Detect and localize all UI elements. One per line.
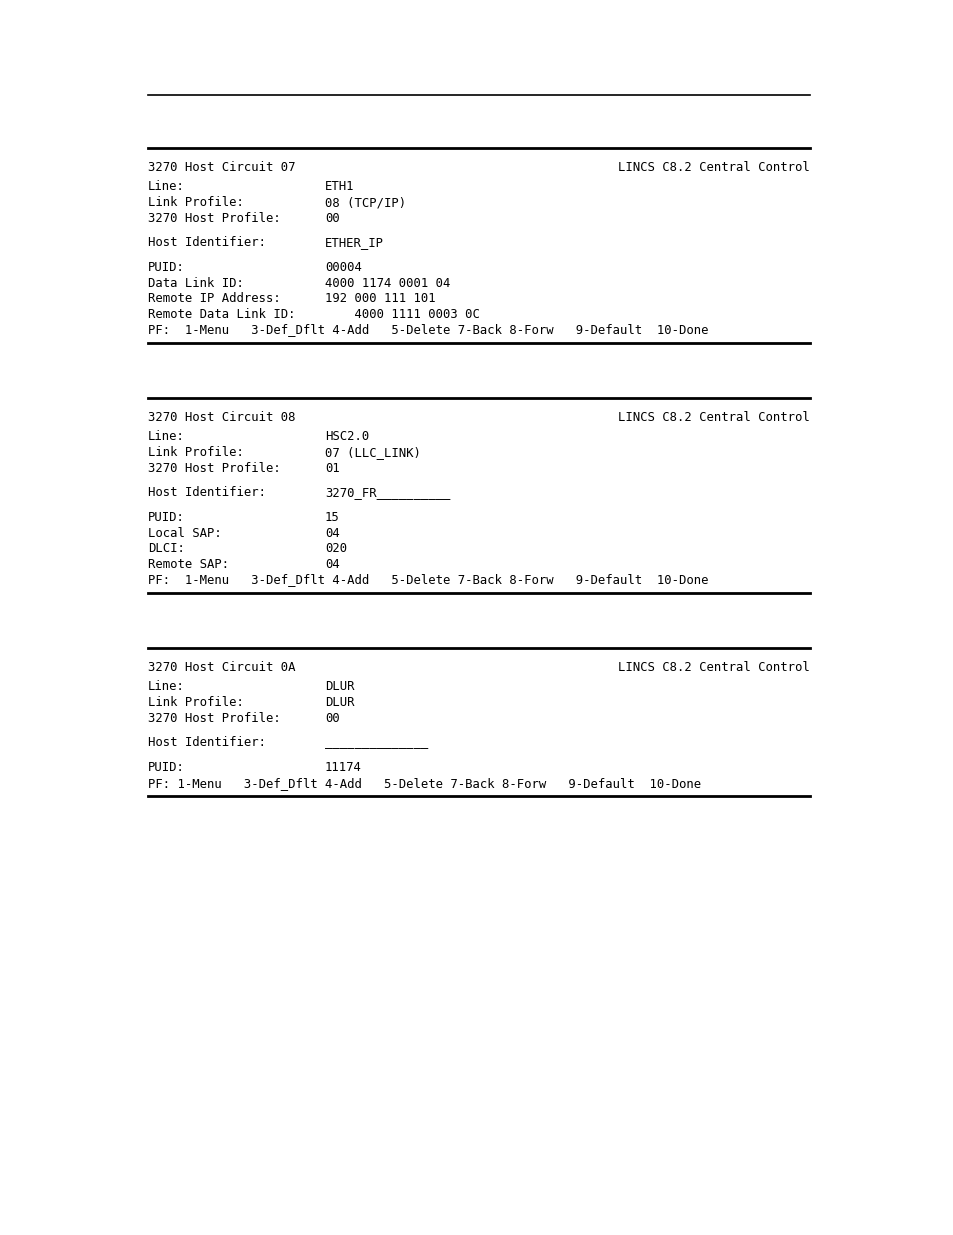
Text: 07 (LLC_LINK): 07 (LLC_LINK) [325,446,420,459]
Text: 3270 Host Profile:: 3270 Host Profile: [148,711,280,725]
Text: Remote IP Address:: Remote IP Address: [148,293,280,305]
Text: PUID:: PUID: [148,761,185,774]
Text: 3270 Host Profile:: 3270 Host Profile: [148,211,280,225]
Text: ETHER_IP: ETHER_IP [325,236,384,249]
Text: ______________: ______________ [325,736,428,750]
Text: LINCS C8.2 Central Control: LINCS C8.2 Central Control [618,161,809,174]
Text: 192 000 111 101: 192 000 111 101 [325,293,436,305]
Text: DLCI:: DLCI: [148,542,185,555]
Text: 3270 Host Circuit 0A: 3270 Host Circuit 0A [148,661,295,674]
Text: Host Identifier:: Host Identifier: [148,487,266,499]
Text: 01: 01 [325,462,339,474]
Text: DLUR: DLUR [325,697,355,709]
Text: 08 (TCP/IP): 08 (TCP/IP) [325,196,406,209]
Text: PUID:: PUID: [148,261,185,274]
Text: PF:  1-Menu   3-Def_Dflt 4-Add   5-Delete 7-Back 8-Forw   9-Default  10-Done: PF: 1-Menu 3-Def_Dflt 4-Add 5-Delete 7-B… [148,573,708,587]
Text: DLUR: DLUR [325,680,355,694]
Text: 15: 15 [325,511,339,524]
Text: Line:: Line: [148,680,185,694]
Text: 3270 Host Profile:: 3270 Host Profile: [148,462,280,474]
Text: HSC2.0: HSC2.0 [325,431,369,443]
Text: Link Profile:: Link Profile: [148,446,244,459]
Text: 4000 1174 0001 04: 4000 1174 0001 04 [325,277,450,289]
Text: 00: 00 [325,711,339,725]
Text: PUID:: PUID: [148,511,185,524]
Text: 00004: 00004 [325,261,361,274]
Text: Local SAP:: Local SAP: [148,526,221,540]
Text: PF: 1-Menu   3-Def_Dflt 4-Add   5-Delete 7-Back 8-Forw   9-Default  10-Done: PF: 1-Menu 3-Def_Dflt 4-Add 5-Delete 7-B… [148,777,700,789]
Text: Remote Data Link ID:: Remote Data Link ID: [148,308,295,321]
Text: 11174: 11174 [325,761,361,774]
Text: LINCS C8.2 Central Control: LINCS C8.2 Central Control [618,411,809,424]
Text: ETH1: ETH1 [325,180,355,194]
Text: Line:: Line: [148,180,185,194]
Text: Link Profile:: Link Profile: [148,196,244,209]
Text: 04: 04 [325,526,339,540]
Text: Data Link ID:: Data Link ID: [148,277,244,289]
Text: 020: 020 [325,542,347,555]
Text: 3270 Host Circuit 08: 3270 Host Circuit 08 [148,411,295,424]
Text: PF:  1-Menu   3-Def_Dflt 4-Add   5-Delete 7-Back 8-Forw   9-Default  10-Done: PF: 1-Menu 3-Def_Dflt 4-Add 5-Delete 7-B… [148,324,708,336]
Text: LINCS C8.2 Central Control: LINCS C8.2 Central Control [618,661,809,674]
Text: Link Profile:: Link Profile: [148,697,244,709]
Text: Host Identifier:: Host Identifier: [148,736,266,750]
Text: 3270_FR__________: 3270_FR__________ [325,487,450,499]
Text: Host Identifier:: Host Identifier: [148,236,266,249]
Text: 04: 04 [325,557,339,571]
Text: 00: 00 [325,211,339,225]
Text: Remote SAP:: Remote SAP: [148,557,229,571]
Text: Line:: Line: [148,431,185,443]
Text: 4000 1111 0003 0C: 4000 1111 0003 0C [325,308,479,321]
Text: 3270 Host Circuit 07: 3270 Host Circuit 07 [148,161,295,174]
